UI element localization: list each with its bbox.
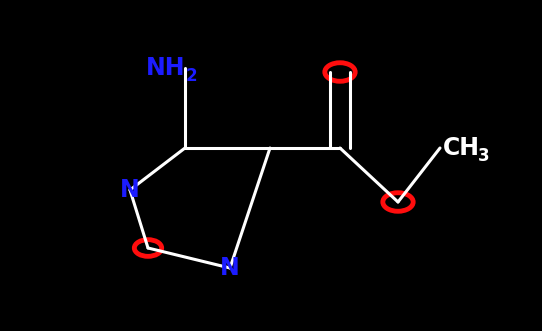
- Text: NH: NH: [145, 56, 185, 80]
- Text: N: N: [120, 178, 140, 202]
- Text: CH: CH: [443, 136, 480, 160]
- Text: 2: 2: [186, 67, 198, 85]
- Text: 3: 3: [478, 147, 489, 165]
- Text: N: N: [220, 256, 240, 280]
